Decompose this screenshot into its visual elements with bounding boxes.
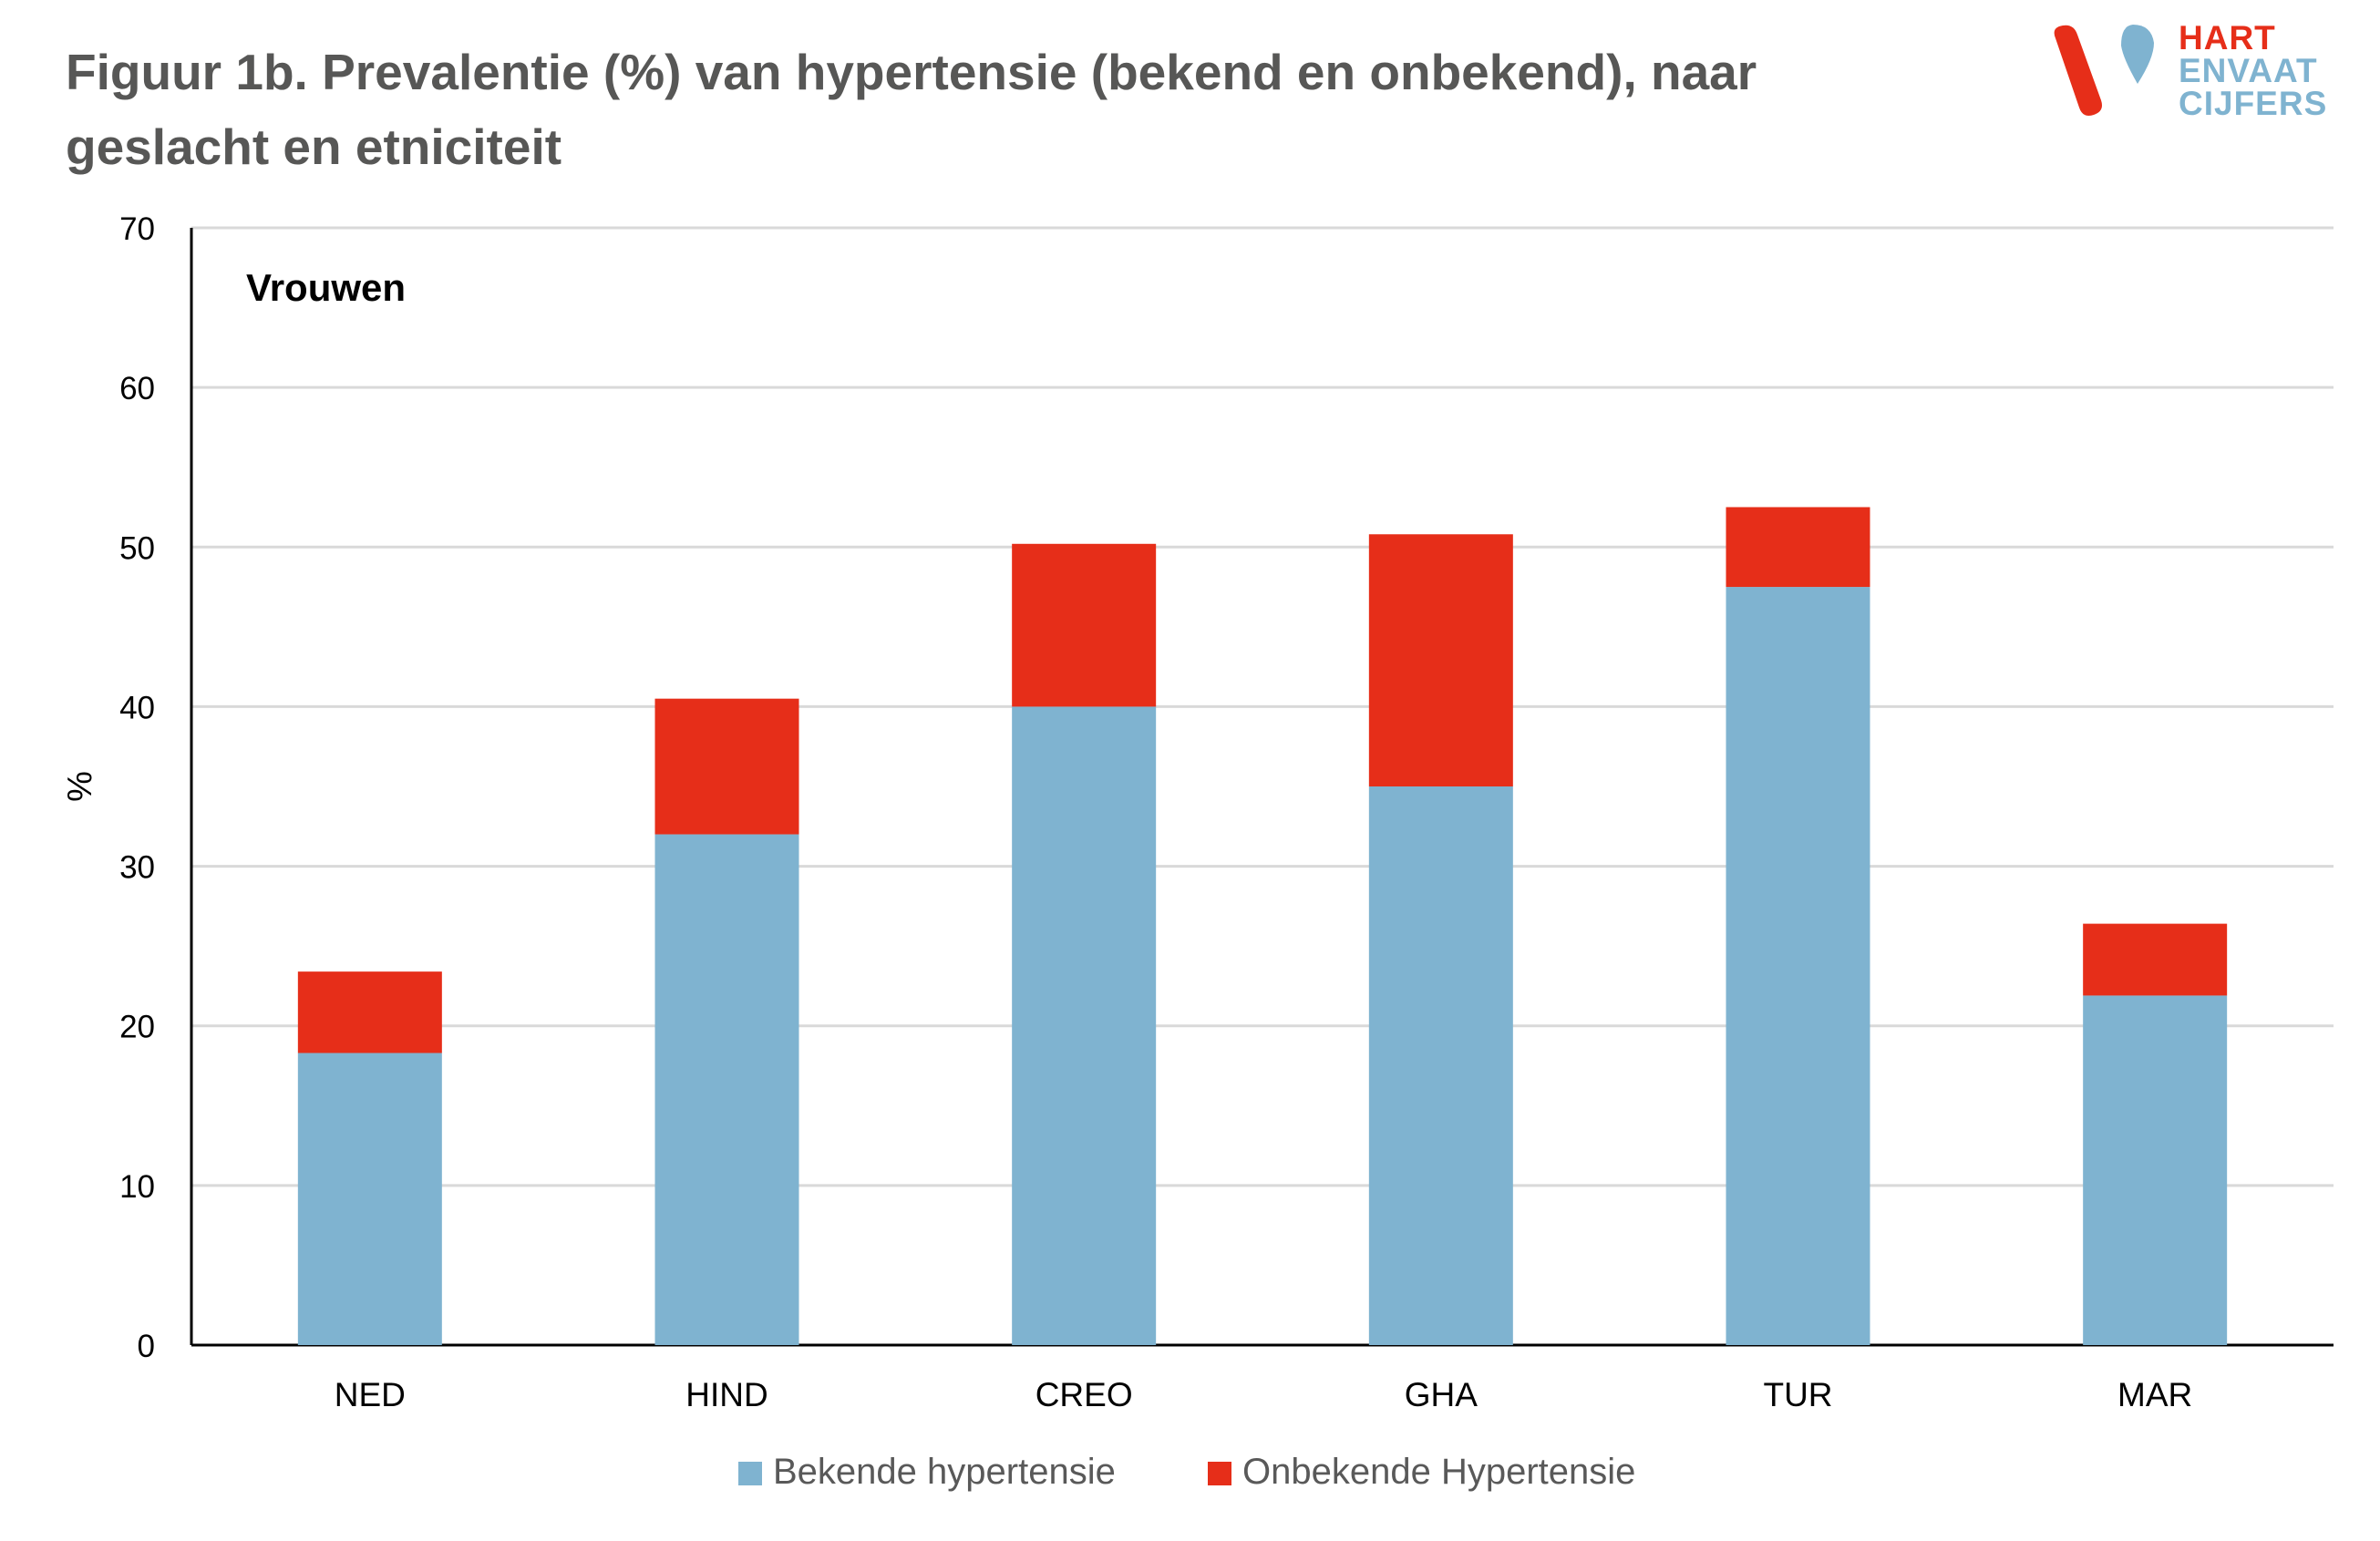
bar-known-creo (1012, 706, 1157, 1345)
x-tick-label: CREO (1035, 1376, 1133, 1413)
bar-known-ned (297, 1053, 442, 1345)
bar-unknown-creo (1012, 543, 1157, 707)
y-tick-label: 10 (119, 1169, 155, 1205)
bar-known-tur (1726, 587, 1870, 1345)
y-axis-label: % (61, 771, 99, 802)
logo-line-3: CIJFERS (2179, 85, 2328, 122)
x-tick-label: MAR (2117, 1376, 2192, 1413)
bar-unknown-ned (297, 971, 442, 1053)
y-tick-label: 70 (119, 211, 155, 247)
logo-icon (2054, 25, 2154, 116)
y-tick-label: 0 (138, 1329, 155, 1364)
y-tick-label: 30 (119, 850, 155, 886)
y-tick-label: 40 (119, 690, 155, 725)
y-tick-label: 60 (119, 371, 155, 406)
y-tick-label: 50 (119, 530, 155, 566)
legend-swatch-known (738, 1462, 762, 1485)
legend-label-unknown: Onbekende Hypertensie (1242, 1452, 1635, 1492)
x-tick-label: NED (335, 1376, 406, 1413)
legend-swatch-unknown (1208, 1462, 1231, 1485)
y-tick-label: 20 (119, 1010, 155, 1045)
x-tick-label: TUR (1763, 1376, 1832, 1413)
panel-label: Vrouwen (246, 266, 406, 309)
legend-label-known: Bekende hypertensie (773, 1452, 1116, 1492)
logo-line-1: HART (2179, 19, 2276, 57)
bar-unknown-mar (2083, 923, 2228, 996)
bar-unknown-hind (654, 698, 799, 835)
logo-line-2a: EN (2179, 52, 2228, 89)
bar-known-gha (1368, 786, 1513, 1345)
bar-known-mar (2083, 995, 2228, 1345)
logo-line-2: ENVAAT (2179, 52, 2327, 89)
logo-text: HART ENVAAT CIJFERS (2179, 19, 2328, 122)
bar-unknown-tur (1726, 507, 1870, 588)
chart-title: Figuur 1b. Prevalentie (%) van hypertens… (66, 44, 1757, 175)
bar-unknown-gha (1368, 534, 1513, 786)
logo-line-2b: VAAT (2227, 52, 2318, 89)
x-tick-label: GHA (1405, 1376, 1478, 1413)
x-tick-label: HIND (685, 1376, 768, 1413)
bar-known-hind (654, 834, 799, 1345)
